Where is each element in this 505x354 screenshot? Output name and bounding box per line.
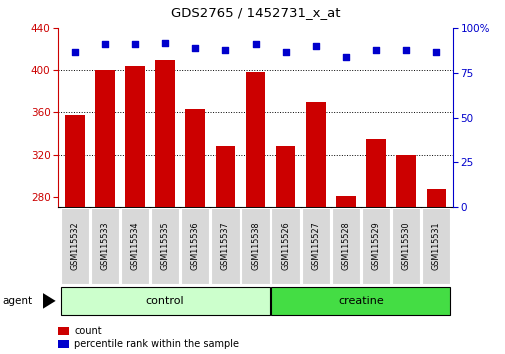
Point [221, 47, 229, 53]
FancyBboxPatch shape [271, 208, 299, 284]
Text: GSM115538: GSM115538 [250, 222, 260, 270]
Bar [95, 70, 115, 207]
Text: agent: agent [3, 296, 33, 306]
FancyBboxPatch shape [61, 208, 89, 284]
Bar [395, 154, 415, 207]
FancyBboxPatch shape [90, 208, 119, 284]
Text: GSM115533: GSM115533 [100, 222, 109, 270]
Text: creatine: creatine [337, 296, 383, 306]
Point [251, 41, 259, 47]
Text: GSM115530: GSM115530 [401, 222, 410, 270]
Point [431, 49, 439, 55]
Text: GSM115535: GSM115535 [160, 222, 169, 270]
Bar [155, 60, 175, 207]
Bar [215, 146, 235, 207]
FancyBboxPatch shape [301, 208, 329, 284]
Bar [306, 102, 325, 207]
Text: GSM115526: GSM115526 [281, 222, 289, 270]
FancyBboxPatch shape [241, 208, 269, 284]
Point [71, 49, 79, 55]
FancyBboxPatch shape [150, 208, 179, 284]
FancyBboxPatch shape [61, 287, 269, 315]
Point [401, 47, 410, 53]
FancyBboxPatch shape [331, 208, 360, 284]
Text: GSM115527: GSM115527 [311, 222, 320, 270]
Point [161, 40, 169, 45]
Text: control: control [145, 296, 184, 306]
Point [191, 45, 199, 51]
FancyBboxPatch shape [271, 287, 449, 315]
Bar [335, 195, 355, 207]
FancyBboxPatch shape [121, 208, 149, 284]
FancyBboxPatch shape [361, 208, 389, 284]
Text: GSM115534: GSM115534 [130, 222, 139, 270]
FancyBboxPatch shape [181, 208, 209, 284]
Point [311, 43, 319, 49]
Point [131, 41, 139, 47]
Point [371, 47, 379, 53]
Bar [366, 139, 385, 207]
Bar [65, 115, 84, 207]
Bar [125, 66, 144, 207]
Text: GSM115531: GSM115531 [431, 222, 440, 270]
Text: percentile rank within the sample: percentile rank within the sample [74, 339, 239, 349]
Bar [245, 73, 265, 207]
Point [341, 54, 349, 60]
Text: GSM115529: GSM115529 [371, 222, 380, 270]
Text: GSM115528: GSM115528 [341, 222, 350, 270]
Text: count: count [74, 326, 102, 336]
FancyBboxPatch shape [421, 208, 449, 284]
Bar [426, 189, 445, 207]
Bar [185, 109, 205, 207]
Point [281, 49, 289, 55]
Point [100, 41, 109, 47]
Text: GDS2765 / 1452731_x_at: GDS2765 / 1452731_x_at [171, 6, 339, 19]
Text: GSM115536: GSM115536 [190, 222, 199, 270]
Bar [275, 146, 295, 207]
Text: GSM115537: GSM115537 [221, 222, 229, 270]
FancyBboxPatch shape [211, 208, 239, 284]
FancyBboxPatch shape [391, 208, 420, 284]
Text: GSM115532: GSM115532 [70, 222, 79, 270]
